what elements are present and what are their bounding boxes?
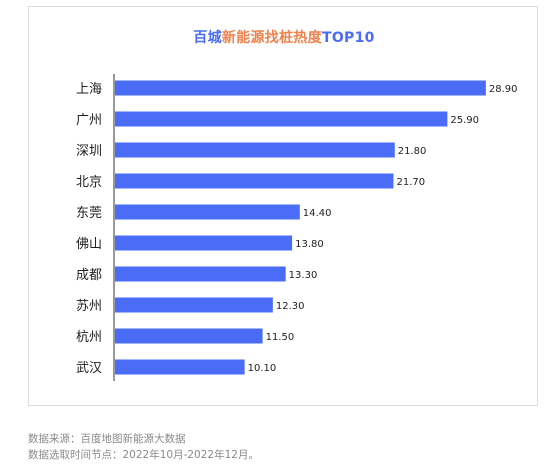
bar	[115, 111, 448, 127]
bar	[115, 173, 394, 189]
value-label: 21.70	[396, 177, 425, 188]
bar	[115, 235, 293, 251]
chart-title-part-2: 新能源找桩热度	[221, 30, 322, 46]
category-label: 深圳	[76, 144, 102, 159]
category-label: 武汉	[76, 361, 102, 376]
bar	[115, 328, 263, 344]
value-label: 21.80	[398, 146, 427, 157]
bar	[115, 297, 273, 313]
footer-notes: 数据来源：百度地图新能源大数据 数据选取时间节点：2022年10月-2022年1…	[28, 431, 259, 463]
value-label: 14.40	[303, 208, 332, 219]
bar	[115, 80, 486, 96]
value-label: 13.30	[289, 270, 318, 281]
chart-card: 百城新能源找桩热度TOP10 上海 28.90 广州 25.90 深圳 21.80 北京 21…	[28, 6, 538, 406]
category-label: 广州	[76, 113, 102, 128]
category-label: 杭州	[76, 330, 102, 345]
value-label: 10.10	[248, 363, 277, 374]
chart-title-part-3: TOP10	[322, 30, 375, 46]
value-label: 13.80	[295, 239, 324, 250]
bar	[115, 359, 245, 375]
category-label: 佛山	[76, 237, 102, 252]
category-label: 苏州	[76, 298, 102, 314]
value-label: 11.50	[266, 332, 295, 343]
bar	[115, 266, 286, 282]
category-label: 上海	[76, 82, 102, 97]
chart-title-part-1: 百城	[193, 30, 222, 46]
data-period-note: 数据选取时间节点：2022年10月-2022年12月。	[28, 449, 259, 461]
value-label: 28.90	[489, 84, 518, 95]
bar	[115, 142, 395, 158]
bar	[115, 204, 300, 220]
bar-chart: 上海 28.90 广州 25.90 深圳 21.80 北京 21.70 东莞 14.40 佛山 13.…	[76, 74, 518, 381]
category-label: 成都	[76, 268, 102, 283]
chart-title: 百城新能源找桩热度TOP10	[29, 27, 539, 47]
data-source-note: 数据来源：百度地图新能源大数据	[28, 433, 186, 445]
category-label: 东莞	[76, 206, 102, 221]
value-label: 12.30	[276, 301, 305, 312]
value-label: 25.90	[450, 115, 479, 126]
category-label: 北京	[76, 175, 102, 190]
